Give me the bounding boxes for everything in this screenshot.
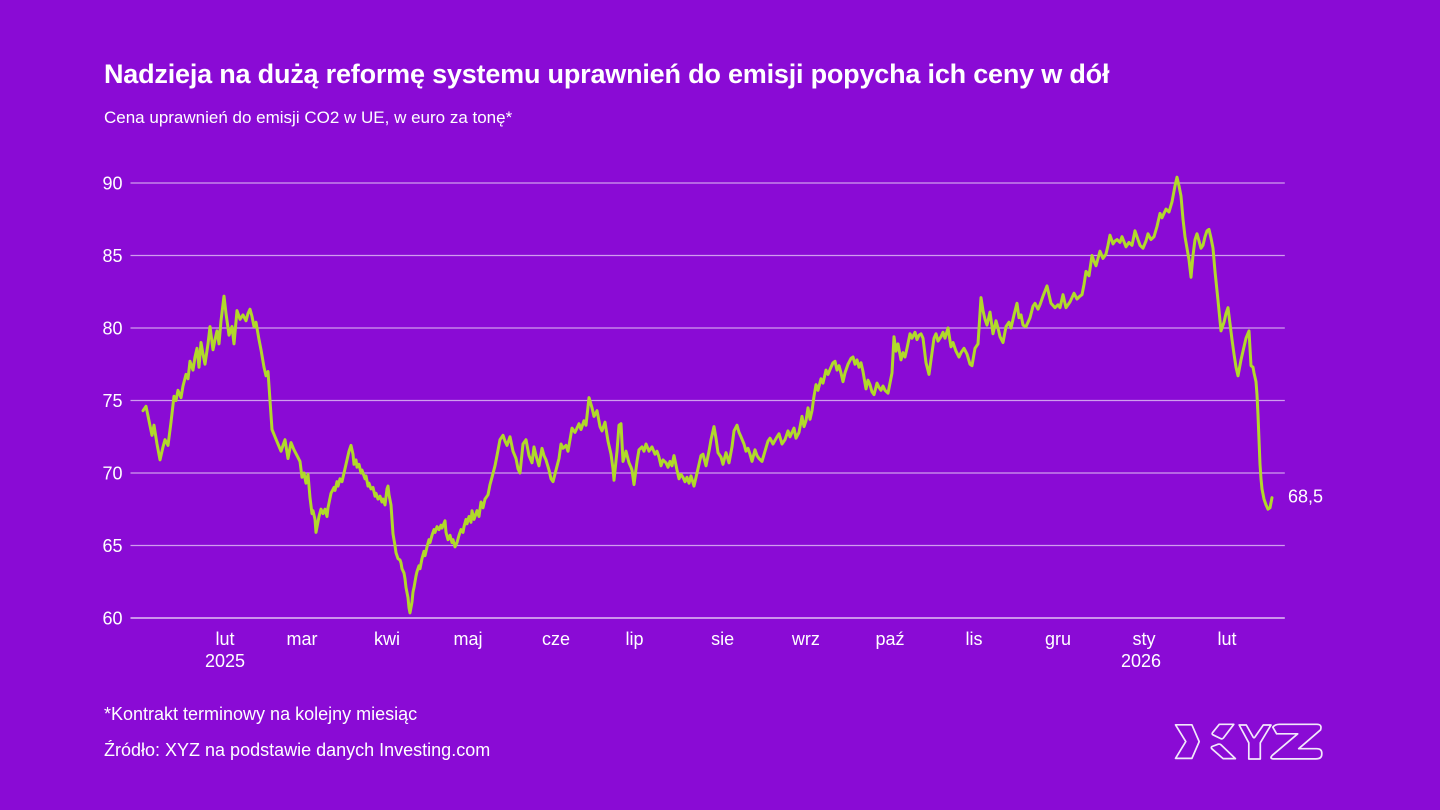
svg-text:gru: gru [1045, 629, 1071, 649]
svg-text:cze: cze [542, 629, 570, 649]
svg-text:lut: lut [1217, 629, 1236, 649]
svg-text:2026: 2026 [1121, 651, 1161, 671]
svg-text:80: 80 [102, 319, 122, 339]
svg-text:lip: lip [625, 629, 643, 649]
svg-text:maj: maj [453, 629, 482, 649]
svg-text:paź: paź [875, 629, 904, 649]
svg-text:lut: lut [215, 629, 234, 649]
svg-text:lis: lis [966, 629, 983, 649]
svg-text:75: 75 [102, 391, 122, 411]
svg-text:wrz: wrz [791, 629, 820, 649]
svg-text:90: 90 [102, 174, 122, 194]
svg-text:kwi: kwi [374, 629, 400, 649]
svg-text:sie: sie [711, 629, 734, 649]
svg-text:60: 60 [102, 609, 122, 629]
svg-text:65: 65 [102, 536, 122, 556]
svg-text:mar: mar [287, 629, 318, 649]
svg-text:68,5: 68,5 [1288, 487, 1323, 507]
svg-text:sty: sty [1132, 629, 1155, 649]
svg-text:85: 85 [102, 246, 122, 266]
svg-text:70: 70 [102, 464, 122, 484]
svg-text:2025: 2025 [205, 651, 245, 671]
